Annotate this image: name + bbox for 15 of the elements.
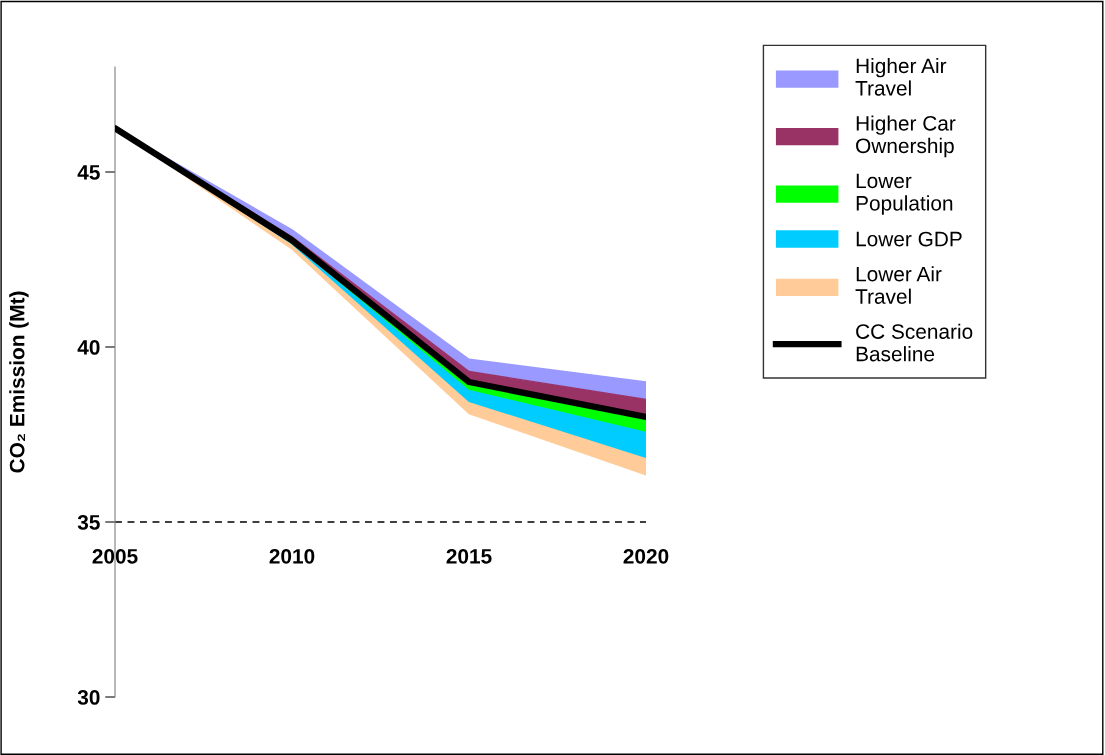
- legend-label: CC Scenario Baseline: [856, 323, 973, 362]
- x-tick-label: 2015: [446, 548, 492, 564]
- x-tick-label: 2010: [269, 548, 315, 564]
- y-tick-label: 45: [77, 165, 100, 180]
- y-tick-label: 35: [77, 515, 100, 530]
- legend-label: Lower Air Travel: [855, 266, 942, 304]
- legend-label: Higher Car Ownership: [856, 115, 956, 158]
- y-tick-label: 30: [77, 690, 100, 705]
- y-tick-label: 40: [77, 340, 100, 355]
- x-tick-label: 2020: [623, 548, 669, 564]
- legend-label: Lower Population: [856, 173, 953, 215]
- y-axis-title: CO₂ Emission (Mt): [9, 291, 29, 473]
- legend-label: Higher Air Travel: [855, 57, 947, 96]
- legend-label: Lower GDP: [856, 231, 962, 247]
- x-tick-label: 2005: [92, 548, 138, 564]
